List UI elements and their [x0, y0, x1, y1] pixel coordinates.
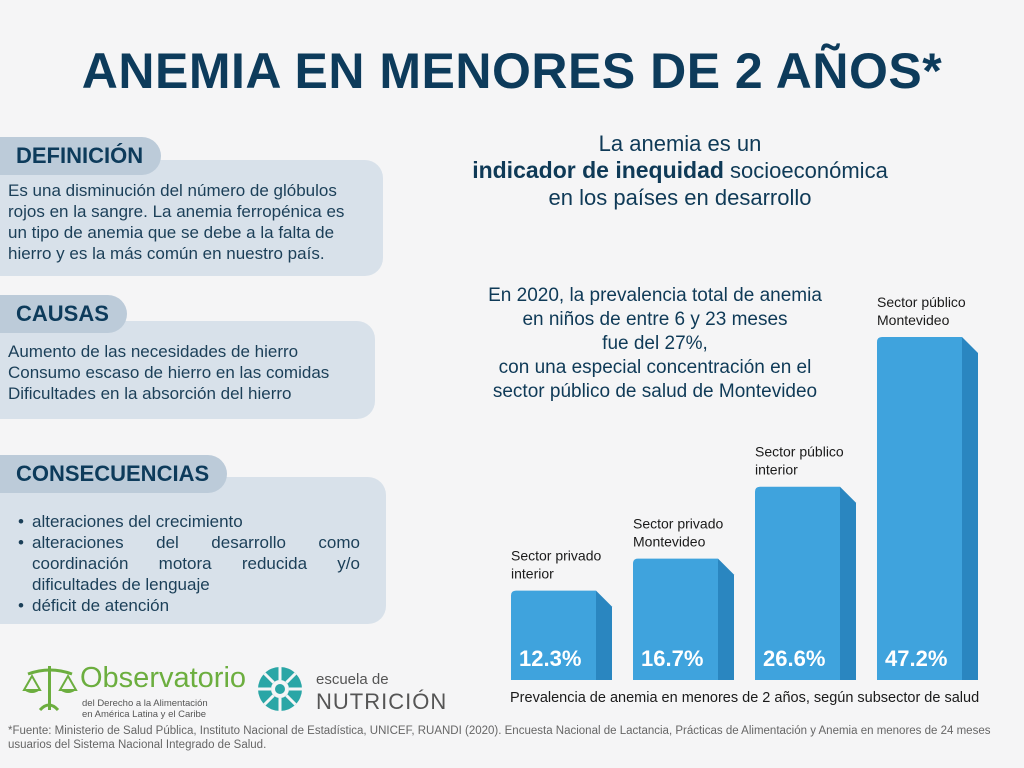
- inequidad-line-2: indicador de inequidad socioeconómica: [430, 157, 930, 184]
- definicion-heading: DEFINICIÓN: [0, 137, 162, 175]
- bar: [633, 558, 718, 680]
- consecuencias-panel: alteraciones del crecimiento alteracione…: [0, 477, 386, 624]
- bar-chart: 12.3% Sector privado interior 16.7% Sector p…: [511, 294, 978, 680]
- bar-category-label: Montevideo: [633, 534, 706, 550]
- observatorio-scale-icon: [22, 666, 78, 712]
- inequidad-line-3: en los países en desarrollo: [548, 185, 812, 210]
- bar-side: [596, 590, 612, 680]
- prevalencia-line: con una especial concentración en el: [498, 357, 812, 378]
- inequidad-statement: La anemia es un indicador de inequidad s…: [430, 130, 930, 211]
- list-item: Consumo escaso de hierro en las comidas: [8, 363, 330, 382]
- definicion-text: Es una disminución del número de glóbulo…: [8, 181, 345, 263]
- escuela-nutricion-logo: escuela de NUTRICIÓN: [256, 665, 446, 715]
- consecuencias-heading: CONSECUENCIAS: [0, 455, 228, 493]
- nutricion-wheel-icon: [258, 667, 302, 711]
- prevalencia-line: sector público de salud de Montevideo: [492, 381, 818, 402]
- bar-category-label: Sector público: [755, 444, 844, 460]
- list-item: Dificultades en la absorción del hierro: [8, 384, 292, 403]
- definicion-panel: Es una disminución del número de glóbulo…: [0, 160, 383, 276]
- bar-category-label: Sector privado: [633, 516, 723, 532]
- bar-category-label: interior: [755, 462, 798, 478]
- bar-side: [840, 486, 856, 680]
- nutricion-label: NUTRICIÓN: [316, 689, 448, 714]
- inequidad-rest: socioeconómica: [723, 158, 888, 183]
- bar: [511, 590, 596, 680]
- page-title: ANEMIA EN MENORES DE 2 AÑOS*: [81, 43, 943, 99]
- escuela-label: escuela de: [316, 671, 389, 688]
- bar-value-label: 12.3%: [519, 646, 581, 671]
- bar: [877, 337, 962, 680]
- bar-value-label: 47.2%: [885, 646, 947, 671]
- observatorio-sub-2: en América Latina y el Caribe: [82, 709, 207, 720]
- list-item: alteraciones del crecimiento: [18, 511, 360, 532]
- causas-heading: CAUSAS: [0, 295, 127, 333]
- inequidad-bold: indicador de inequidad: [472, 157, 724, 183]
- prevalencia-line: fue del 27%,: [602, 333, 708, 354]
- observatorio-name: Observatorio: [80, 662, 247, 694]
- bar-value-label: 16.7%: [641, 646, 703, 671]
- prevalencia-line: en niños de entre 6 y 23 meses: [522, 309, 788, 330]
- bar-category-label: interior: [511, 566, 554, 582]
- list-item: Aumento de las necesidades de hierro: [8, 342, 299, 361]
- observatorio-sub-1: del Derecho a la Alimentación: [82, 698, 208, 709]
- observatorio-subtitle: del Derecho a la Alimentación en América…: [82, 698, 208, 720]
- list-item: déficit de atención: [18, 595, 360, 616]
- observatorio-logo: Observatorio del Derecho a la Alimentaci…: [22, 660, 246, 720]
- consecuencias-list: alteraciones del crecimiento alteracione…: [14, 511, 360, 616]
- bar-side: [718, 558, 734, 680]
- bar-category-label: Sector público: [877, 294, 966, 310]
- causas-list: Aumento de las necesidades de hierro Con…: [8, 341, 375, 404]
- bar-category-label: Sector privado: [511, 548, 601, 564]
- list-item: alteraciones del desarrollo como coordin…: [18, 532, 360, 595]
- bar: [755, 486, 840, 680]
- prevalencia-line: En 2020, la prevalencia total de anemia: [488, 285, 822, 306]
- bar-value-label: 26.6%: [763, 646, 825, 671]
- source-footnote: *Fuente: Ministerio de Salud Pública, In…: [8, 725, 991, 751]
- causas-panel: Aumento de las necesidades de hierro Con…: [0, 321, 375, 419]
- chart-title: Prevalencia de anemia en menores de 2 añ…: [510, 690, 980, 706]
- bar-category-label: Montevideo: [877, 312, 950, 328]
- inequidad-line-1: La anemia es un: [598, 131, 762, 156]
- bar-side: [962, 337, 978, 680]
- prevalencia-text: En 2020, la prevalencia total de anemia …: [445, 284, 865, 404]
